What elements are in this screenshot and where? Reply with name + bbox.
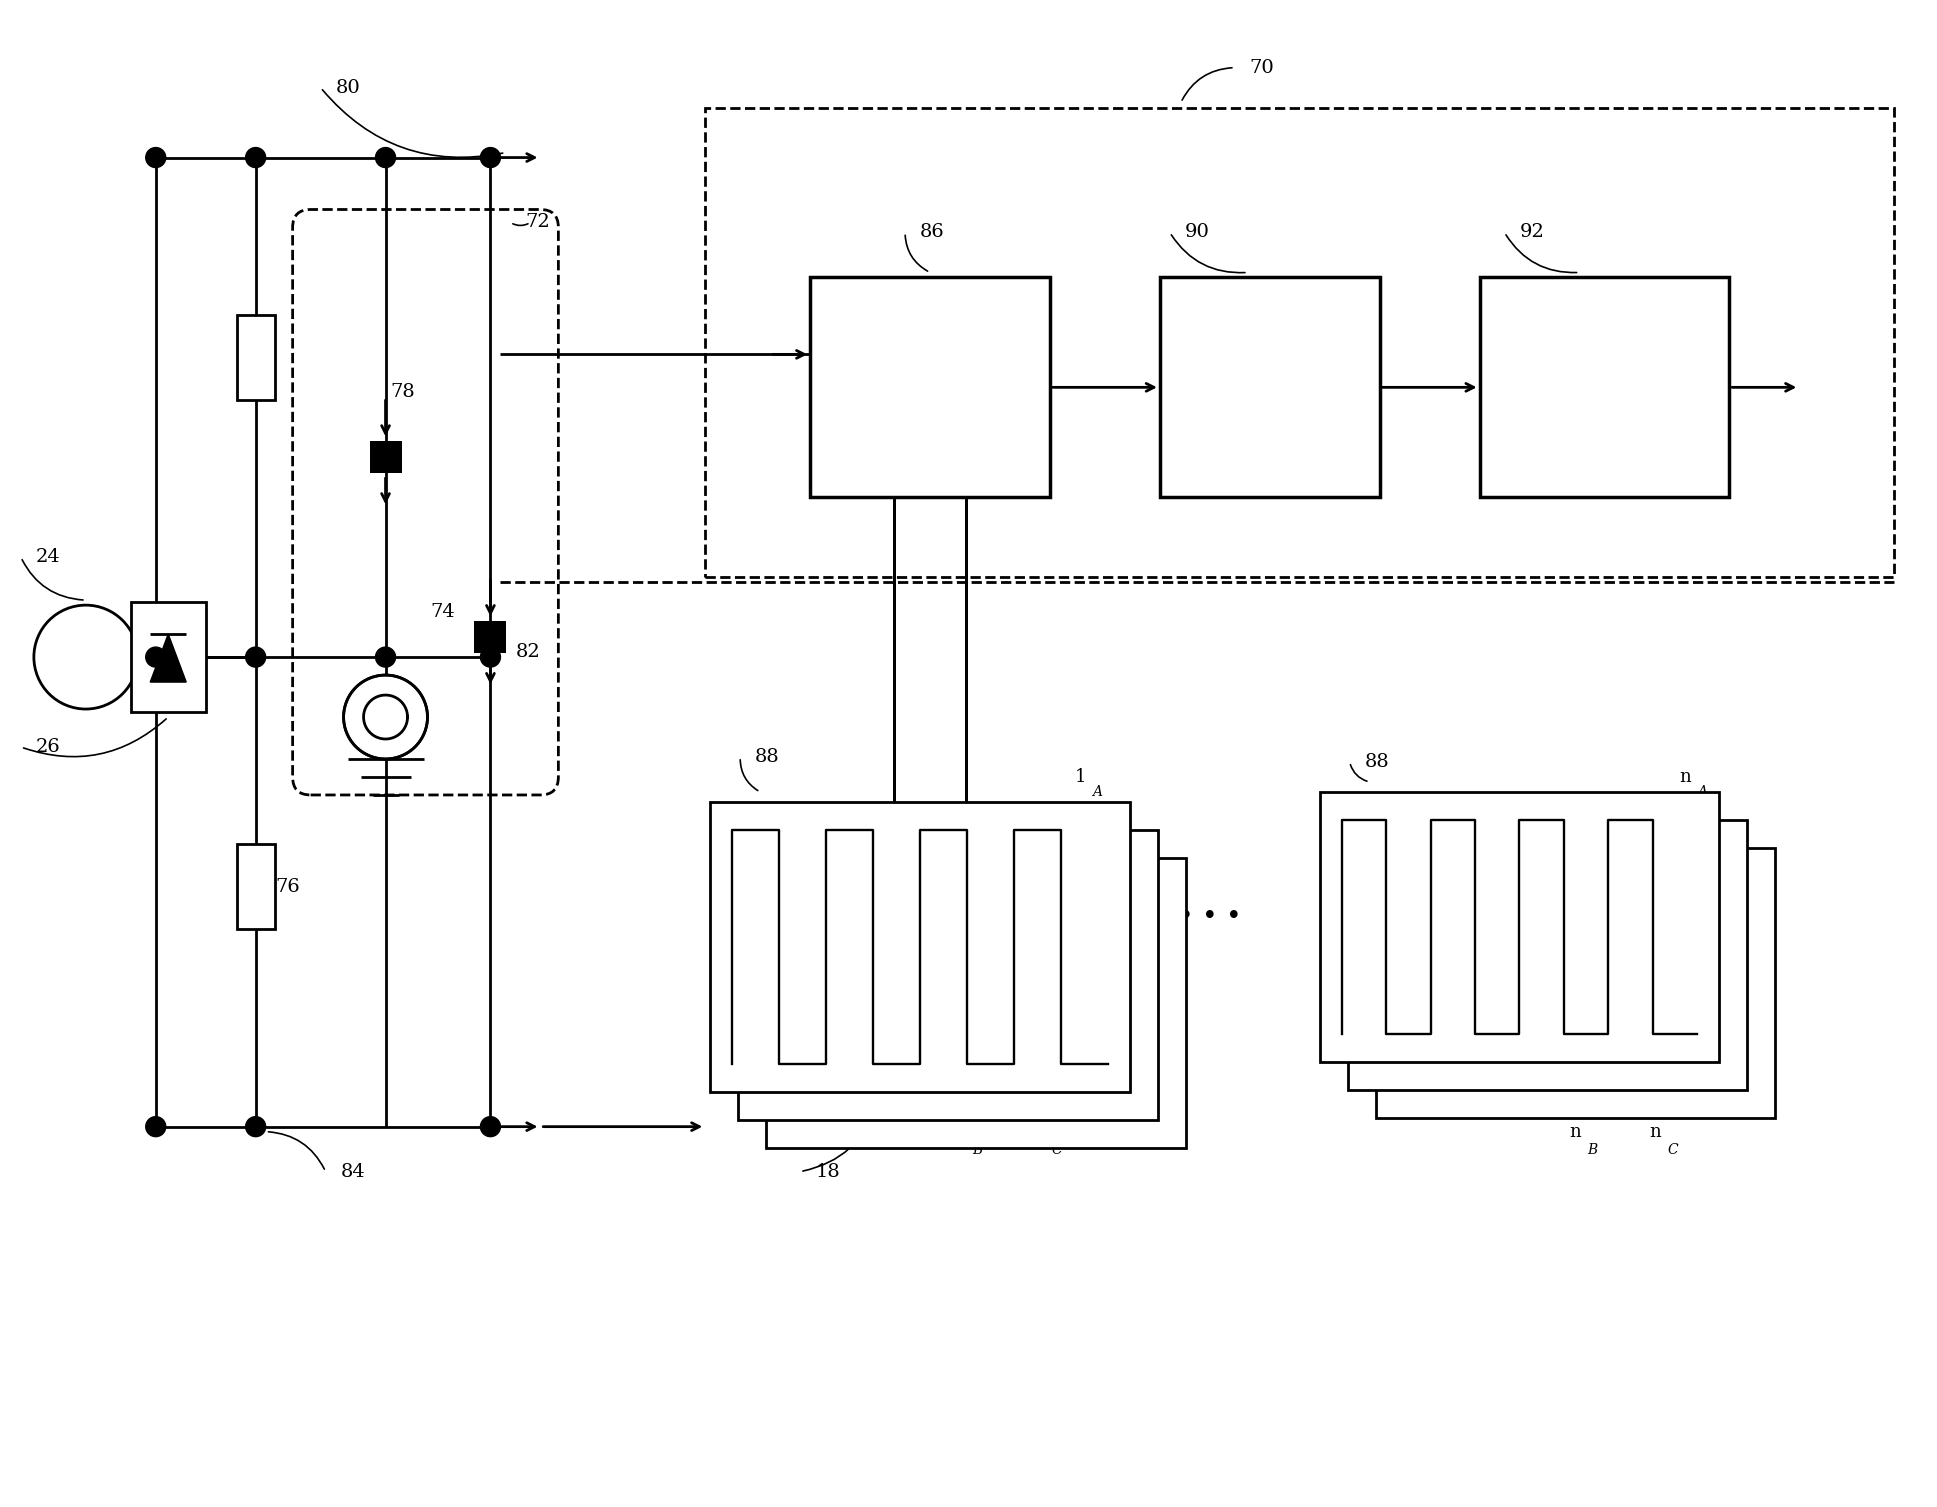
Text: 26: 26 [37,738,60,757]
Text: C: C [1668,1142,1677,1157]
Bar [810,277,1050,497]
Text: 92: 92 [1519,223,1544,241]
Text: n: n [1650,1123,1662,1141]
Circle shape [145,148,167,167]
Text: 82: 82 [515,643,540,662]
Bar [1160,277,1379,497]
Text: 76: 76 [275,879,300,895]
Text: 72: 72 [525,214,550,232]
Bar [711,802,1129,1091]
Text: 74: 74 [430,603,455,621]
Bar [1480,277,1730,497]
Text: 80: 80 [335,78,360,96]
Text: 18: 18 [815,1162,841,1180]
Text: n: n [1569,1123,1581,1141]
Polygon shape [151,634,186,683]
Bar [370,442,401,473]
Text: 90: 90 [1185,223,1211,241]
Text: Correlator: Correlator [877,378,982,396]
Circle shape [246,148,265,167]
Text: 24: 24 [37,549,60,567]
Circle shape [480,1117,500,1136]
Circle shape [376,148,395,167]
Text: A: A [1697,785,1706,799]
Circle shape [376,647,395,668]
Text: 84: 84 [341,1162,366,1180]
Text: 88: 88 [1366,754,1389,772]
Text: 88: 88 [755,747,781,766]
Bar [705,107,1894,577]
Bar [236,844,275,930]
Circle shape [480,148,500,167]
Text: 1: 1 [1075,769,1087,787]
Circle shape [145,647,167,668]
Text: Pass: Pass [1249,398,1290,416]
Text: Filter: Filter [1244,436,1296,454]
Bar [1375,848,1774,1118]
Text: Processor: Processor [1555,378,1654,396]
Text: 70: 70 [1249,59,1275,77]
Text: Low: Low [1251,359,1288,377]
Bar [132,603,205,711]
Polygon shape [343,675,428,760]
Text: A: A [1092,785,1102,799]
Text: 1: 1 [1034,1123,1046,1141]
Bar [738,830,1158,1120]
Bar [475,621,506,653]
Text: 1: 1 [955,1123,967,1141]
Bar [767,857,1185,1148]
Polygon shape [364,695,407,738]
Text: 78: 78 [391,383,415,401]
Circle shape [145,1117,167,1136]
Circle shape [480,647,500,668]
Text: • • •: • • • [1178,904,1242,930]
Text: C: C [1052,1142,1063,1157]
Text: 86: 86 [920,223,945,241]
Bar [1319,793,1720,1062]
Bar [1348,820,1747,1090]
Circle shape [246,647,265,668]
Text: B: B [972,1142,982,1157]
Circle shape [246,1117,265,1136]
Text: n: n [1679,769,1691,787]
Bar [236,315,275,399]
Text: B: B [1588,1142,1598,1157]
